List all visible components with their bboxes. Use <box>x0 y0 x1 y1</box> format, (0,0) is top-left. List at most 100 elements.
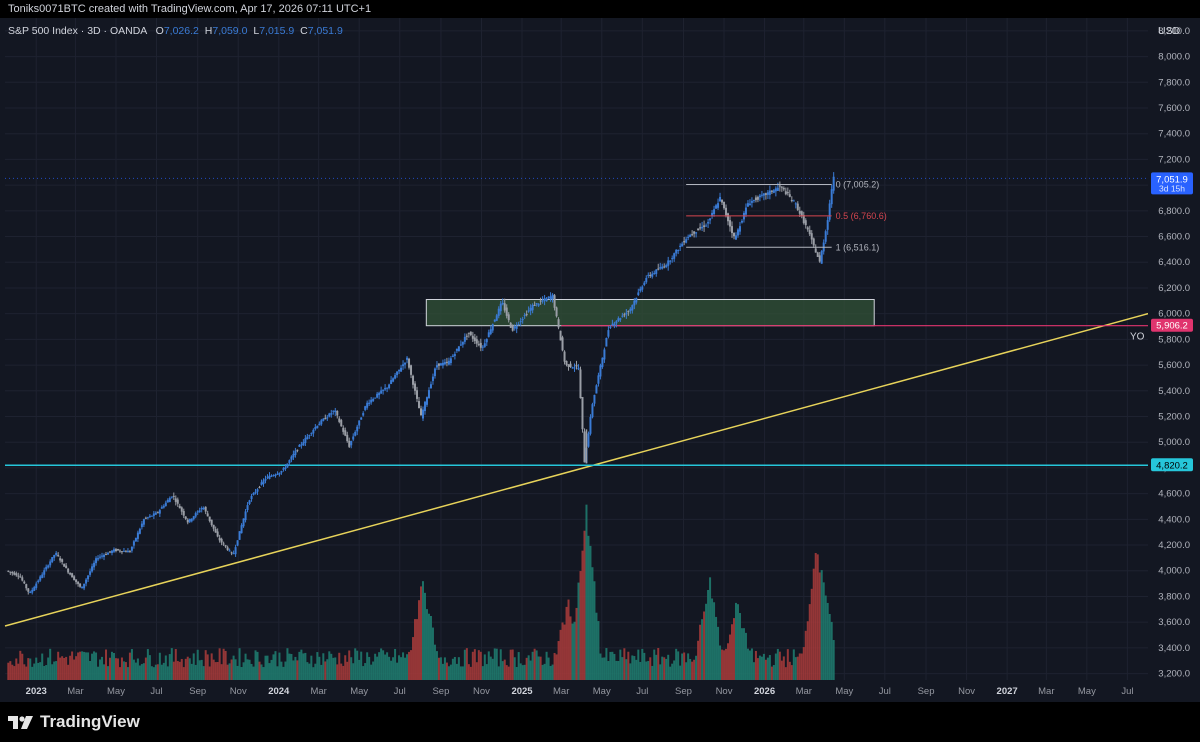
footer: TradingView <box>0 702 1200 742</box>
price-chart[interactable]: YO 0 (7,005.2) 0.5 (6,760.6) 1 (6,516.1) 3… <box>0 18 1200 702</box>
volume-bar <box>703 611 706 680</box>
candle-body <box>57 554 60 557</box>
volume-bar <box>515 666 518 680</box>
volume-bar <box>274 651 277 680</box>
volume-bar <box>487 651 490 680</box>
candle-body <box>202 507 205 510</box>
volume-bar <box>619 649 622 680</box>
candle-body <box>212 524 215 529</box>
candle-body <box>784 191 787 195</box>
volume-bar <box>67 664 70 680</box>
volume-bar <box>421 581 424 680</box>
volume-bar <box>575 607 578 680</box>
candle-body <box>252 492 255 495</box>
volume-bar <box>549 665 552 680</box>
volume-bar <box>806 621 809 680</box>
candle-body <box>673 253 676 259</box>
candle-body <box>360 417 363 420</box>
volume-bar <box>519 663 522 680</box>
volume-bar <box>719 645 722 680</box>
volume-bar <box>242 662 245 680</box>
candles <box>7 172 835 595</box>
candle-body <box>172 495 175 497</box>
candle-body <box>539 300 542 302</box>
time-axis[interactable]: 2023 Mar May Jul Sep Nov 2024 Mar May Jul Sep Nov 20… <box>0 680 1200 702</box>
candle-body <box>563 351 566 362</box>
price-tick-label: 4,200.0 <box>1158 540 1190 551</box>
candle-body <box>774 188 777 192</box>
volume-bar <box>639 661 642 680</box>
volume-bar <box>182 667 185 680</box>
volume-bar <box>344 655 347 680</box>
candle-body <box>45 566 48 570</box>
volume-bar <box>453 656 456 680</box>
candle-body <box>802 215 805 224</box>
candle-body <box>435 365 438 368</box>
volume-bar <box>324 661 327 680</box>
volume-bar <box>87 652 90 680</box>
volume-bar <box>406 654 409 680</box>
volume-bar <box>284 661 287 680</box>
time-tick-label: Nov <box>716 686 733 697</box>
volume-bar <box>93 651 96 680</box>
candle-body <box>768 190 771 195</box>
candle-body <box>350 441 353 446</box>
candle-body <box>322 418 325 421</box>
price-tick-label: 6,400.0 <box>1158 257 1190 268</box>
candle-body <box>222 543 225 545</box>
candle-body <box>507 314 510 321</box>
candle-body <box>766 192 769 195</box>
candle-body <box>703 225 706 227</box>
volume-bar <box>338 652 341 680</box>
currency-label[interactable]: USD <box>1158 25 1181 37</box>
volume-bar <box>565 606 568 680</box>
candle-body <box>581 396 584 430</box>
candle-body <box>595 385 598 394</box>
volume-bar <box>172 661 175 680</box>
candle-body <box>128 551 131 553</box>
volume-bar <box>559 629 562 680</box>
volume-bar <box>617 660 620 680</box>
candle-body <box>497 308 500 316</box>
volume-bar <box>250 663 253 680</box>
candle-body <box>308 435 311 437</box>
candle-body <box>296 449 299 451</box>
candle-body <box>69 572 72 575</box>
candle-body <box>85 579 88 584</box>
volume-bar <box>423 592 426 680</box>
candle-body <box>445 361 448 363</box>
tradingview-logo[interactable]: TradingView <box>8 712 140 732</box>
volume-bar <box>300 649 303 680</box>
candle-body <box>788 194 791 197</box>
volume-bar <box>796 656 799 680</box>
volume-bar <box>764 659 767 680</box>
time-tick-label: Jul <box>150 686 162 697</box>
volume-bar <box>758 655 761 680</box>
volume-bar <box>372 661 375 680</box>
volume-bar <box>539 656 542 680</box>
candle-body <box>567 364 570 367</box>
volume-bar <box>184 658 187 680</box>
price-axis[interactable]: 3,200.0 3,400.0 3,600.0 3,800.0 4,000.0 4,200… <box>1148 18 1200 702</box>
volume-bar <box>214 662 217 680</box>
volume-bar <box>330 653 333 680</box>
candle-body <box>621 315 624 317</box>
candle-body <box>557 319 560 328</box>
candle-body <box>517 323 520 325</box>
volume-bar <box>429 615 432 680</box>
candle-body <box>414 383 417 391</box>
volume-bar <box>451 658 454 680</box>
volume-bar <box>631 655 634 680</box>
support-price-badge-bg <box>1151 458 1193 472</box>
volume-bar <box>318 656 321 680</box>
created-by-header: Toniks0071BTC created with TradingView.c… <box>0 0 1200 18</box>
volume-bar <box>760 656 763 680</box>
volume-bar <box>808 604 811 680</box>
candle-body <box>816 252 819 257</box>
volume-bar <box>455 663 458 680</box>
candle-body <box>114 549 117 552</box>
volume-bar <box>254 650 257 680</box>
candle-body <box>800 211 803 216</box>
candle-body <box>39 576 42 581</box>
volume-bar <box>657 648 660 680</box>
